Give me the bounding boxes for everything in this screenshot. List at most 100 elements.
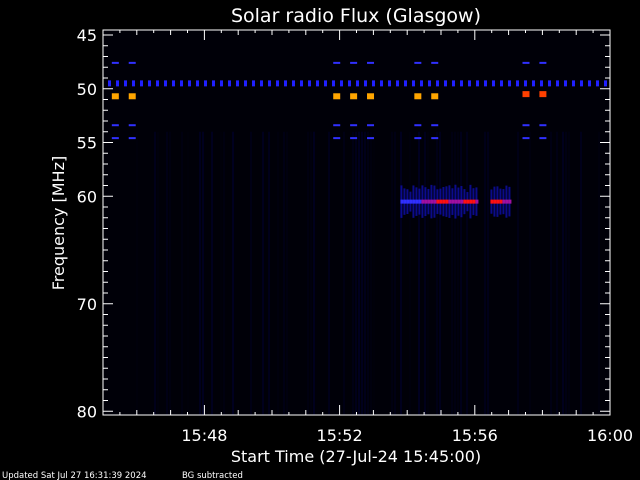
channel-line-dot	[332, 80, 335, 87]
channel-line-dot	[412, 80, 415, 87]
channel-line-dot	[428, 80, 431, 87]
channel-line-dot	[532, 80, 535, 87]
burst-core	[430, 199, 434, 204]
channel-line-dot	[484, 80, 487, 87]
interference-dash	[333, 61, 341, 64]
marker-point	[522, 91, 530, 98]
burst-core	[505, 199, 509, 204]
interference-dash	[128, 61, 136, 64]
channel-line-dot	[396, 80, 399, 87]
channel-line-dot	[244, 80, 247, 87]
channel-line-dot	[436, 80, 439, 87]
channel-line-dot	[260, 80, 263, 87]
chart-title: Solar radio Flux (Glasgow)	[231, 5, 481, 27]
background-striation	[460, 131, 462, 415]
background-striation	[400, 131, 402, 415]
y-tick-label: 50	[77, 80, 97, 99]
channel-line-dot	[460, 80, 463, 87]
background-striation	[352, 131, 354, 415]
channel-line-dot	[372, 80, 375, 87]
background-striation	[313, 131, 315, 415]
background-striation	[451, 131, 453, 415]
background-striation	[454, 131, 456, 415]
background-striation	[199, 131, 201, 415]
burst-core	[451, 199, 455, 204]
channel-line-dot	[380, 80, 383, 87]
channel-line-dot	[284, 80, 287, 87]
channel-line-dot	[580, 80, 583, 87]
interference-dash	[414, 61, 422, 64]
interference-dash	[539, 124, 547, 127]
channel-line-dot	[524, 80, 527, 87]
background-striation	[154, 131, 156, 415]
background-striation	[394, 131, 396, 415]
y-axis-label: Frequency [MHz]	[49, 156, 68, 290]
channel-line-dot	[588, 80, 591, 87]
background-striation	[232, 131, 234, 415]
background-striation	[364, 131, 366, 415]
burst-core	[415, 199, 419, 204]
channel-line-dot	[236, 80, 239, 87]
background-striation	[286, 131, 288, 415]
channel-line-dot	[204, 80, 207, 87]
y-tick-label: 80	[77, 402, 97, 421]
burst-core	[469, 199, 473, 204]
channel-line-dot	[220, 80, 223, 87]
interference-dash	[350, 124, 358, 127]
plot-area	[103, 30, 610, 415]
interference-dash	[350, 61, 358, 64]
channel-line-dot	[388, 80, 391, 87]
channel-line-dot	[196, 80, 199, 87]
background-striation	[598, 131, 600, 415]
background-striation	[517, 131, 519, 415]
x-tick-label: 16:00	[587, 426, 633, 445]
channel-line-dot	[500, 80, 503, 87]
interference-dash	[350, 137, 358, 140]
background-striation	[580, 131, 582, 415]
interference-dash	[431, 61, 439, 64]
burst-core	[403, 199, 407, 204]
burst-core	[439, 199, 443, 204]
background-striation	[202, 131, 204, 415]
interference-dash	[128, 124, 136, 127]
burst-core	[418, 199, 422, 204]
background-striation	[550, 131, 552, 415]
x-axis-label: Start Time (27-Jul-24 15:45:00)	[231, 447, 481, 466]
interference-dash	[414, 124, 422, 127]
background-striation	[355, 131, 357, 415]
background-striation	[169, 131, 171, 415]
interference-dash	[367, 61, 375, 64]
background-striation	[328, 131, 330, 415]
burst-core	[406, 199, 410, 204]
background-striation	[262, 131, 264, 415]
channel-line-dot	[116, 80, 119, 87]
background-striation	[439, 131, 441, 415]
background-striation	[409, 131, 411, 415]
channel-line-dot	[132, 80, 135, 87]
background-striation	[418, 131, 420, 415]
burst-core	[427, 199, 431, 204]
channel-line-dot	[292, 80, 295, 87]
interference-dash	[539, 61, 547, 64]
marker-point	[414, 93, 422, 100]
channel-line-dot	[364, 80, 367, 87]
background-striation	[457, 131, 459, 415]
channel-line-dot	[268, 80, 271, 87]
background-striation	[187, 131, 189, 415]
channel-line-dot	[596, 80, 599, 87]
bg-note: BG subtracted	[182, 471, 243, 480]
burst-core	[499, 199, 503, 204]
x-tick-label: 15:52	[317, 426, 363, 445]
marker-point	[333, 93, 341, 100]
interference-dash	[111, 124, 119, 127]
channel-line-dot	[516, 80, 519, 87]
marker-point	[539, 91, 547, 98]
burst-core	[490, 199, 494, 204]
channel-line-dot	[276, 80, 279, 87]
channel-line-dot	[252, 80, 255, 87]
channel-line-dot	[444, 80, 447, 87]
channel-line-dot	[148, 80, 151, 87]
x-tick-label: 15:48	[181, 426, 227, 445]
interference-dash	[539, 137, 547, 140]
